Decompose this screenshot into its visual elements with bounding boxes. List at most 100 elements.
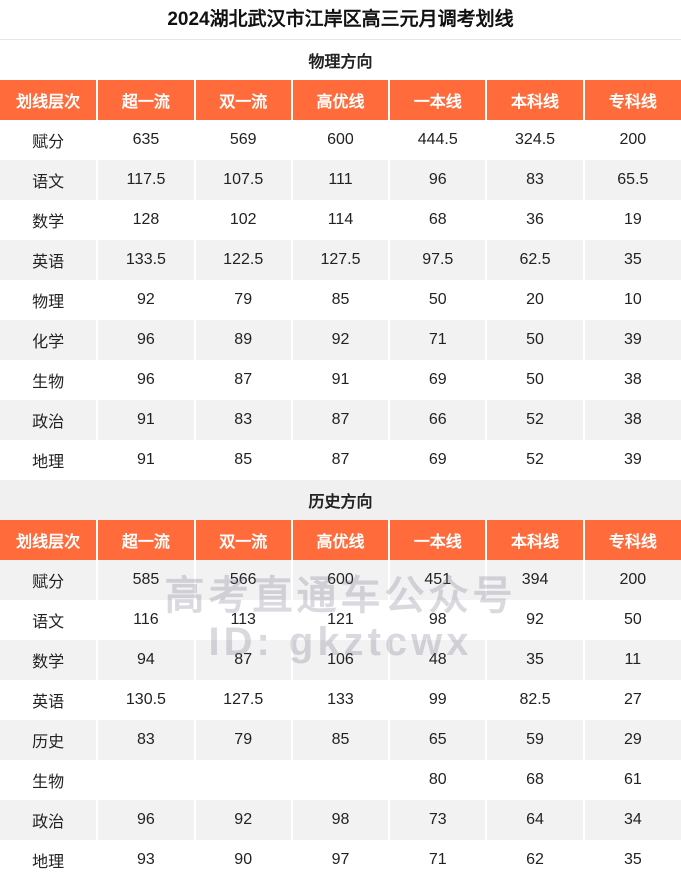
header-cell: 双一流 bbox=[193, 520, 292, 560]
score-cell: 36 bbox=[485, 200, 584, 240]
score-cell: 128 bbox=[96, 200, 195, 240]
data-row: 地理 93 90 97 71 62 35 bbox=[0, 840, 681, 880]
score-cell: 90 bbox=[193, 840, 292, 880]
data-row: 生物 80 68 61 bbox=[0, 760, 681, 800]
score-cell: 61 bbox=[582, 760, 681, 800]
data-row: 化学 96 89 92 71 50 39 bbox=[0, 320, 681, 360]
score-cell: 50 bbox=[388, 280, 487, 320]
subject-cell: 赋分 bbox=[32, 134, 65, 151]
score-cell: 117.5 bbox=[96, 160, 195, 200]
section-title: 物理方向 bbox=[0, 40, 681, 80]
score-cell: 50 bbox=[582, 600, 681, 640]
data-row: 赋分 635 569 600 444.5 324.5 200 bbox=[0, 120, 681, 160]
subject-cell: 数学 bbox=[0, 640, 98, 680]
score-cell: 68 bbox=[485, 760, 584, 800]
score-cell: 79 bbox=[193, 720, 292, 760]
subject-cell: 物理 bbox=[32, 294, 65, 311]
score-cell: 27 bbox=[582, 680, 681, 720]
score-cell: 39 bbox=[582, 320, 681, 360]
subject-cell: 政治 bbox=[0, 800, 98, 840]
title: 2024湖北武汉市江岸区高三元月调考划线 bbox=[0, 0, 681, 40]
score-cell: 82.5 bbox=[485, 680, 584, 720]
subject-cell: 地理 bbox=[32, 454, 65, 471]
subject-cell: 生物 bbox=[32, 374, 65, 391]
score-cell: 114 bbox=[290, 200, 390, 240]
score-cell: 106 bbox=[290, 640, 390, 680]
score-cell: 52 bbox=[485, 400, 584, 440]
score-cell: 65 bbox=[388, 720, 487, 760]
score-cell bbox=[96, 760, 195, 800]
score-cell: 19 bbox=[582, 200, 681, 240]
section-row: 历史方向 bbox=[0, 480, 681, 520]
score-cell: 130.5 bbox=[96, 680, 195, 720]
header-row: 划线层次 超一流 双一流 高优线 一本线 本科线 专科线 bbox=[0, 80, 681, 120]
score-cell: 48 bbox=[388, 640, 487, 680]
data-row: 地理 91 85 87 69 52 39 bbox=[0, 440, 681, 480]
score-cell: 585 bbox=[96, 560, 195, 600]
header-cell: 划线层次 bbox=[0, 520, 98, 560]
score-cell: 35 bbox=[485, 640, 584, 680]
score-cell: 85 bbox=[193, 440, 292, 480]
subject-cell: 赋分 bbox=[0, 560, 98, 600]
header-cell: 一本线 bbox=[388, 520, 487, 560]
score-cell: 200 bbox=[582, 560, 681, 600]
score-cell: 96 bbox=[388, 160, 487, 200]
subject-cell: 数学 bbox=[32, 214, 65, 231]
score-cell: 600 bbox=[290, 120, 390, 160]
score-cell: 64 bbox=[485, 800, 584, 840]
score-cell: 80 bbox=[388, 760, 487, 800]
score-cell: 83 bbox=[485, 160, 584, 200]
table-body: 物理方向 划线层次 超一流 双一流 高优线 一本线 本科线 专科线 赋分 635 569 600 444… bbox=[0, 40, 681, 880]
score-cell: 91 bbox=[290, 360, 390, 400]
score-cell: 69 bbox=[388, 440, 487, 480]
data-row: 英语 133.5 122.5 127.5 97.5 62.5 35 bbox=[0, 240, 681, 280]
score-cell: 394 bbox=[485, 560, 584, 600]
data-row: 政治 91 83 87 66 52 38 bbox=[0, 400, 681, 440]
score-cell: 127.5 bbox=[290, 240, 390, 280]
data-row: 历史 83 79 85 65 59 29 bbox=[0, 720, 681, 760]
score-cell bbox=[290, 760, 390, 800]
score-cell: 200 bbox=[582, 120, 681, 160]
score-cell: 34 bbox=[582, 800, 681, 840]
score-cell: 121 bbox=[290, 600, 390, 640]
score-cell: 20 bbox=[485, 280, 584, 320]
score-cell: 87 bbox=[193, 360, 292, 400]
score-cell: 73 bbox=[388, 800, 487, 840]
score-cell: 96 bbox=[96, 360, 195, 400]
subject-cell: 历史 bbox=[0, 720, 98, 760]
score-cell: 107.5 bbox=[193, 160, 292, 200]
score-cell: 87 bbox=[290, 400, 390, 440]
score-cell: 102 bbox=[193, 200, 292, 240]
subject-cell: 生物 bbox=[32, 774, 65, 791]
subject-cell: 地理 bbox=[32, 854, 65, 871]
score-cell: 569 bbox=[193, 120, 292, 160]
score-cell: 59 bbox=[485, 720, 584, 760]
score-cell: 91 bbox=[96, 440, 195, 480]
score-cell: 89 bbox=[193, 320, 292, 360]
score-cell: 71 bbox=[388, 840, 487, 880]
score-cell: 10 bbox=[582, 280, 681, 320]
score-cell: 600 bbox=[290, 560, 390, 600]
score-cell: 96 bbox=[96, 320, 195, 360]
data-row: 英语 130.5 127.5 133 99 82.5 27 bbox=[0, 680, 681, 720]
score-table: 物理方向 划线层次 超一流 双一流 高优线 一本线 本科线 专科线 赋分 635 569 600 444… bbox=[0, 40, 681, 880]
score-cell: 38 bbox=[582, 360, 681, 400]
header-cell: 高优线 bbox=[290, 80, 390, 120]
score-cell: 97.5 bbox=[388, 240, 487, 280]
score-cell: 50 bbox=[485, 360, 584, 400]
score-cell: 133 bbox=[290, 680, 390, 720]
data-row: 物理 92 79 85 50 20 10 bbox=[0, 280, 681, 320]
score-cell: 87 bbox=[290, 440, 390, 480]
score-cell: 92 bbox=[96, 280, 195, 320]
score-cell: 98 bbox=[388, 600, 487, 640]
header-cell: 双一流 bbox=[193, 80, 292, 120]
data-row: 赋分 585 566 600 451 394 200 bbox=[0, 560, 681, 600]
score-cell: 50 bbox=[485, 320, 584, 360]
score-cell: 92 bbox=[290, 320, 390, 360]
score-cell: 116 bbox=[96, 600, 195, 640]
score-cell: 38 bbox=[582, 400, 681, 440]
score-cell: 122.5 bbox=[193, 240, 292, 280]
score-cell: 96 bbox=[96, 800, 195, 840]
score-cell: 85 bbox=[290, 720, 390, 760]
score-cell: 127.5 bbox=[193, 680, 292, 720]
